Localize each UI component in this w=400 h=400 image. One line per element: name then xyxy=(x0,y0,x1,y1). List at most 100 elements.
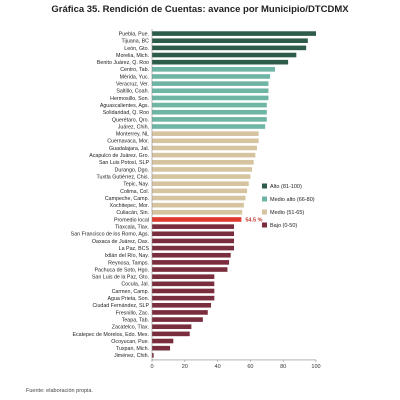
bar xyxy=(152,74,271,79)
legend-label: Medio alto (66-80) xyxy=(270,197,315,203)
category-label: Querétaro, Qro. xyxy=(112,117,149,123)
x-tick-label: 0 xyxy=(150,364,153,370)
category-label: Benito Juárez, Q. Roo xyxy=(97,60,149,66)
chart-title: Gráfica 35. Rendición de Cuentas: avance… xyxy=(51,4,349,15)
bar xyxy=(152,267,228,272)
bar xyxy=(152,159,254,165)
bar xyxy=(152,281,215,287)
category-label: Ocoyucan, Pue. xyxy=(111,339,149,345)
bar xyxy=(152,167,253,172)
category-label: Pachuca de Soto, Hgo. xyxy=(95,267,149,273)
category-label: Ciudad Fernández, SLP xyxy=(92,303,149,309)
category-label: Acapulco de Juárez, Gro. xyxy=(89,153,149,159)
category-label: Solidaridad, Q. Roo xyxy=(103,110,149,116)
category-label: Promedio local xyxy=(114,217,149,223)
legend-swatch xyxy=(262,196,267,202)
bar xyxy=(152,324,192,330)
bar xyxy=(152,338,174,344)
category-label: Saltillo, Coah. xyxy=(116,89,149,95)
bar xyxy=(152,67,275,72)
category-label: San Luis Potosí, SLP xyxy=(99,160,150,166)
source-note: Fuente: elaboración propia. xyxy=(26,388,93,394)
category-label: La Paz, BCS xyxy=(119,246,150,252)
legend-swatch xyxy=(262,183,267,189)
bar xyxy=(152,145,257,151)
category-label: Centro, Tab. xyxy=(120,67,149,73)
bar xyxy=(152,310,208,315)
legend-label: Bajo (0-50) xyxy=(270,223,297,229)
bar xyxy=(152,31,316,36)
category-label: Monterrey, NL xyxy=(116,132,149,138)
bar xyxy=(152,131,259,136)
x-tick-label: 20 xyxy=(182,364,188,370)
bar xyxy=(152,109,267,115)
legend-label: Alto (81-100) xyxy=(270,184,302,190)
category-label: Reynosa, Tamps. xyxy=(108,260,149,266)
category-label: San Francisco de los Romo, Ags. xyxy=(71,232,149,238)
bar xyxy=(152,245,234,251)
category-label: Fresnillo, Zac. xyxy=(116,310,149,316)
bar xyxy=(152,217,242,222)
bar xyxy=(152,238,234,244)
bar xyxy=(152,138,259,144)
category-label: Oaxaca de Juárez, Oax. xyxy=(92,239,149,245)
category-label: Tlaxcala, Tlax. xyxy=(115,225,149,231)
x-tick-label: 60 xyxy=(247,364,253,370)
bar xyxy=(152,231,234,237)
bar xyxy=(152,252,231,258)
category-label: Teapa, Tab. xyxy=(122,317,149,323)
bar xyxy=(152,331,190,337)
category-label: Cuernavaca, Mor. xyxy=(107,139,149,145)
legend-label: Medio (51-65) xyxy=(270,210,304,216)
category-label: Puebla, Pue. xyxy=(119,31,149,37)
bar xyxy=(152,174,251,179)
bar xyxy=(152,224,234,229)
x-axis: 0 20 40 60 80 100 xyxy=(150,29,321,370)
category-label: Campeche, Camp. xyxy=(105,196,149,202)
bar xyxy=(152,302,212,308)
category-label: Culiacán, Sin. xyxy=(116,210,149,216)
bar xyxy=(152,295,215,301)
category-label: Jiménez, Chih. xyxy=(114,353,149,359)
category-label: Mérida, Yuc. xyxy=(120,74,149,80)
category-label: San Luis de la Paz, Gto. xyxy=(92,275,149,281)
bar xyxy=(152,210,243,215)
bar xyxy=(152,353,154,358)
bar xyxy=(152,124,266,129)
category-label: León, Gto. xyxy=(124,46,149,52)
average-data-label: 54.5 % xyxy=(245,217,262,223)
bar xyxy=(152,152,256,158)
category-label: Tuxpan, Mich. xyxy=(116,346,149,352)
bar xyxy=(152,288,215,294)
bar xyxy=(152,117,267,122)
bar xyxy=(152,195,246,201)
category-label: Hermosillo, Son. xyxy=(110,96,149,102)
category-label: Tepic, Nay. xyxy=(123,182,149,188)
category-label: Ecatepec de Morelos, Edo. Mex. xyxy=(72,332,149,338)
bar xyxy=(152,52,297,58)
bar xyxy=(152,317,203,322)
category-label: Tuxtla Gutiérrez, Chis. xyxy=(97,174,150,180)
bar xyxy=(152,88,269,94)
category-label: Cocula, Jal. xyxy=(121,282,149,288)
bar xyxy=(152,260,230,265)
bars-group xyxy=(152,31,316,358)
category-label: Aguascalientes, Ags. xyxy=(100,103,149,109)
x-tick-label: 100 xyxy=(311,364,320,370)
category-label: Juárez, Chih. xyxy=(118,124,149,130)
bar xyxy=(152,188,248,194)
category-label: Guadalajara, Jal. xyxy=(109,146,149,152)
legend-swatch xyxy=(262,209,267,215)
bar xyxy=(152,95,269,101)
bar xyxy=(152,59,289,65)
category-label: Agua Prieta, Son. xyxy=(107,296,149,302)
x-tick-label: 40 xyxy=(215,364,221,370)
bar xyxy=(152,81,269,86)
category-label: Durango, Dgo. xyxy=(115,167,149,173)
legend-swatch xyxy=(262,222,267,228)
category-label: Colima, Col. xyxy=(120,189,149,195)
category-label: Zacatelco, Tlax. xyxy=(112,325,149,331)
bar xyxy=(152,38,308,44)
